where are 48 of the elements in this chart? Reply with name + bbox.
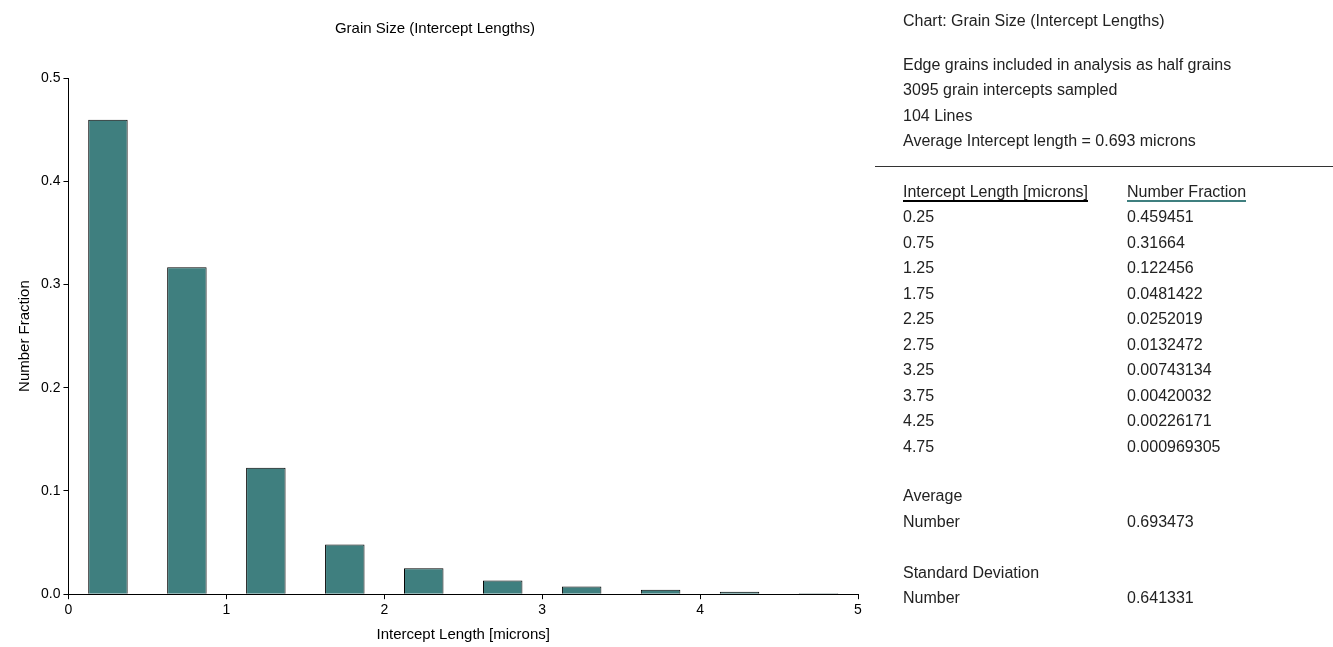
x-tick-label: 2 (380, 601, 389, 618)
x-tick-label: 3 (538, 601, 547, 618)
y-tick-label: 0.5 (40, 68, 61, 85)
y-tick-label: 0.0 (40, 585, 61, 602)
text: 104 Lines (903, 105, 974, 126)
text: 0.75 (903, 232, 936, 253)
text: 3.75 (903, 385, 936, 406)
text: Number (903, 511, 961, 532)
text: 0.0132472 (1127, 334, 1204, 355)
text: 4.25 (903, 411, 936, 431)
text: 4.75 (903, 436, 936, 457)
text: 3.25 (903, 360, 936, 380)
x-tick-label: 4 (696, 601, 705, 618)
y-tick-label: 0.2 (40, 378, 61, 395)
text: Average (903, 486, 964, 506)
text: 0.122456 (1127, 258, 1195, 278)
text: Intercept Length [microns] (903, 182, 1088, 200)
text: 0.25 (903, 207, 936, 227)
x-axis-title: Intercept Length [microns] (376, 625, 550, 643)
text: 1.25 (903, 258, 936, 278)
text: 1.75 (903, 283, 936, 304)
text: Number Fraction (1127, 182, 1247, 200)
text: Chart: Grain Size (Intercept Lengths) (903, 11, 1166, 31)
text: 0.693473 (1127, 511, 1194, 532)
text: Edge grains included in analysis as half grains (903, 54, 1233, 75)
text: Number (903, 588, 961, 608)
chart-title: Grain Size (Intercept Lengths) (334, 19, 536, 37)
text: Average Intercept length = 0.693 microns (903, 131, 1197, 151)
text: 0.0252019 (1127, 309, 1204, 329)
text: 0.459451 (1127, 207, 1195, 227)
y-tick-label: 0.4 (40, 172, 61, 189)
x-tick-label: 1 (222, 601, 231, 618)
text: 3095 grain intercepts sampled (903, 80, 1119, 100)
y-tick-label: 0.1 (40, 481, 61, 498)
text: 0.641331 (1127, 588, 1194, 608)
text: 0.00226171 (1127, 411, 1213, 431)
text: 0.00743134 (1127, 360, 1213, 380)
text: 0.31664 (1127, 232, 1186, 253)
text: 0.0481422 (1127, 283, 1204, 304)
text: Standard Deviation (903, 562, 1041, 583)
text: 2.25 (903, 309, 936, 329)
text: 0.00420032 (1127, 385, 1213, 406)
text: 2.75 (903, 334, 936, 355)
text: 0.000969305 (1127, 436, 1222, 457)
x-tick-label: 0 (64, 601, 73, 618)
y-tick-label: 0.3 (40, 275, 61, 292)
x-tick-label: 5 (854, 601, 863, 618)
y-axis-title: Number Fraction (15, 280, 33, 392)
